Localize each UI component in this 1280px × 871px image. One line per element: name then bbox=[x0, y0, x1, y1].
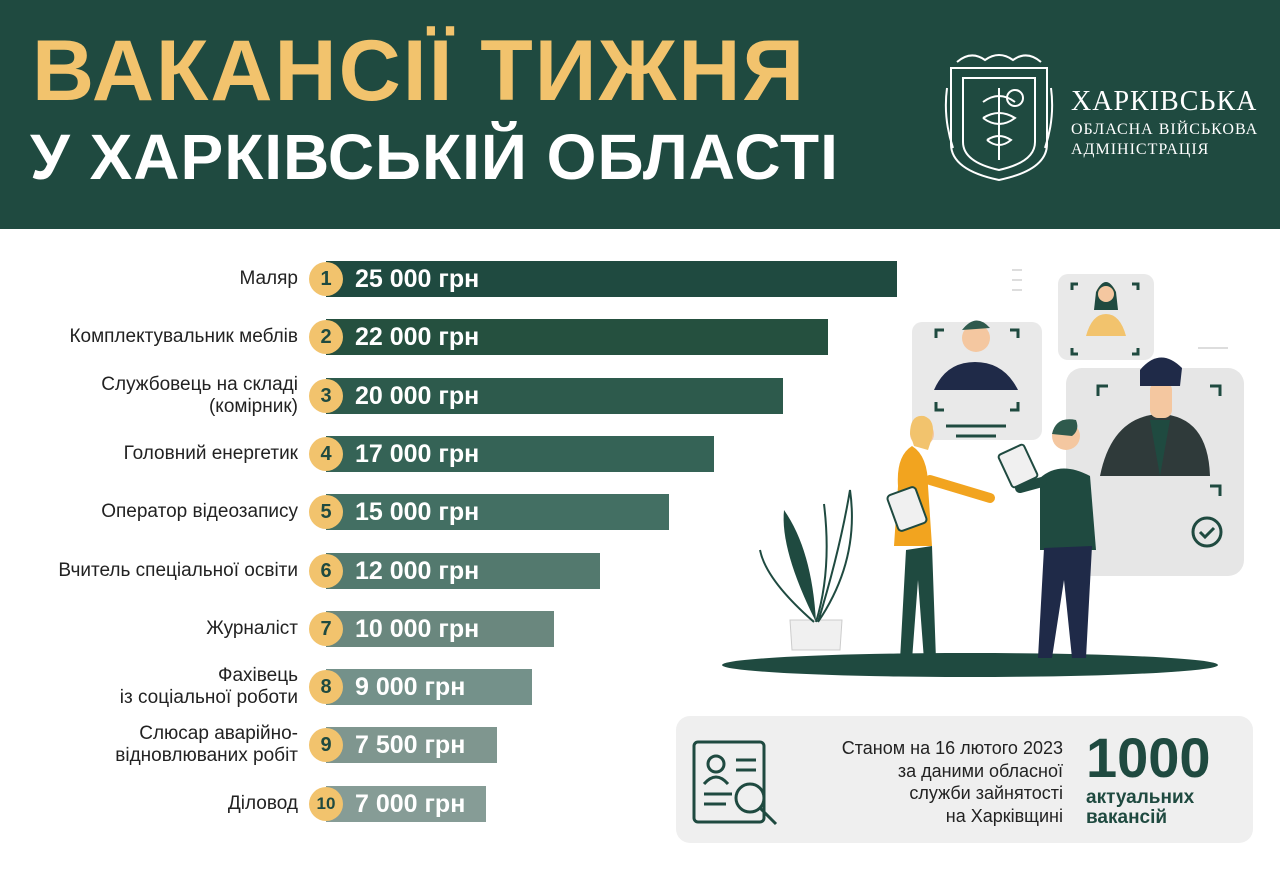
salary-value-label: 15 000 грн bbox=[355, 498, 480, 527]
rank-badge: 6 bbox=[309, 553, 343, 588]
job-title-label: Фахівець із соціальної роботи bbox=[119, 665, 298, 709]
org-name: ХАРКІВСЬКА ОБЛАСНА ВІЙСЬКОВА АДМІНІСТРАЦ… bbox=[1071, 88, 1258, 159]
salary-value-label: 10 000 грн bbox=[355, 614, 480, 643]
salary-bar bbox=[326, 377, 783, 414]
salary-bar bbox=[326, 552, 601, 589]
salary-value-label: 17 000 грн bbox=[355, 439, 480, 468]
org-name-line-1: ХАРКІВСЬКА bbox=[1071, 86, 1258, 117]
job-title-label: Маляр bbox=[239, 268, 298, 289]
chart-row: Журналіст 7 10 000 грн bbox=[0, 610, 690, 647]
rank-badge: 9 bbox=[309, 728, 343, 763]
salary-bar bbox=[326, 785, 486, 822]
recruitment-illustration bbox=[722, 269, 1244, 677]
salary-value-label: 9 000 грн bbox=[355, 673, 466, 702]
salary-bar bbox=[326, 435, 715, 472]
chart-row: Оператор відеозапису 5 15 000 грн bbox=[0, 494, 690, 531]
vacancy-count: 1000 bbox=[1086, 726, 1211, 789]
chart-row: Службовець на складі (комірник) 3 20 000 гр… bbox=[0, 374, 783, 417]
chart-row: Комплектувальник меблів 2 22 000 грн bbox=[0, 319, 829, 356]
vacancy-count-label: актуальних вакансій bbox=[1086, 788, 1194, 828]
rank-badge: 5 bbox=[309, 495, 343, 530]
salary-value-label: 7 500 грн bbox=[355, 731, 466, 760]
salary-bar-chart: Маляр 1 25 000 грн Комплектувальник меблів 2… bbox=[0, 229, 897, 871]
vacancy-count-label-line-2: вакансій bbox=[1086, 807, 1168, 828]
info-line-4: на Харківщині bbox=[945, 805, 1063, 826]
job-title-label: Оператор відеозапису bbox=[101, 501, 298, 523]
header-banner: ВАКАНСІЇ ТИЖНЯ У ХАРКІВСЬКІЙ ОБЛАСТІ ХАР… bbox=[0, 0, 1280, 229]
salary-bar bbox=[326, 261, 897, 297]
rank-badge: 8 bbox=[309, 670, 343, 705]
org-name-line-2: ОБЛАСНА ВІЙСЬКОВА bbox=[1071, 121, 1259, 138]
job-title-label: Слюсар аварійно-відновлюваних робіт bbox=[115, 723, 298, 767]
salary-value-label: 22 000 грн bbox=[355, 323, 480, 352]
salary-bar bbox=[326, 494, 669, 531]
salary-value-label: 25 000 грн bbox=[355, 265, 480, 293]
info-line-3: служби зайнятості bbox=[909, 783, 1063, 803]
job-title-label: Діловод bbox=[227, 792, 298, 814]
chart-row: Головний енергетик 4 17 000 грн bbox=[0, 435, 715, 472]
salary-value-label: 7 000 грн bbox=[355, 789, 466, 818]
chart-row: Слюсар аварійно-відновлюваних робіт 9 7 50… bbox=[0, 723, 690, 766]
title-line-2: У ХАРКІВСЬКІЙ ОБЛАСТІ bbox=[30, 121, 839, 193]
chart-row: Діловод 10 7 000 грн bbox=[0, 785, 690, 822]
rank-badge: 7 bbox=[309, 611, 343, 646]
chart-row: Маляр 1 25 000 грн bbox=[0, 261, 897, 297]
job-title-label: Журналіст bbox=[206, 617, 298, 639]
salary-bar bbox=[326, 319, 829, 356]
rank-badge: 4 bbox=[309, 436, 343, 471]
info-line-1: Станом на 16 лютого 2023 bbox=[841, 738, 1063, 758]
info-line-2: за даними обласної bbox=[897, 760, 1063, 781]
rank-badge: 2 bbox=[309, 320, 343, 355]
chart-row: Вчитель спеціальної освіти 6 12 000 грн bbox=[0, 552, 690, 589]
salary-bar bbox=[326, 669, 532, 706]
vacancy-count-label-line-1: актуальних bbox=[1086, 787, 1195, 808]
kharkiv-coat-of-arms-icon bbox=[944, 54, 1054, 182]
info-text: Станом на 16 лютого 2023 за даними облас… bbox=[842, 737, 1063, 827]
rank-badge: 1 bbox=[309, 262, 343, 296]
salary-bar bbox=[326, 727, 498, 764]
job-title-label: Комплектувальник меблів bbox=[69, 326, 298, 348]
info-panel: Станом на 16 лютого 2023 за даними облас… bbox=[676, 716, 1253, 843]
org-name-line-3: АДМІНІСТРАЦІЯ bbox=[1071, 141, 1210, 158]
resume-search-icon bbox=[692, 740, 778, 826]
salary-value-label: 12 000 грн bbox=[355, 556, 480, 585]
job-title-label: Службовець на складі (комірник) bbox=[101, 373, 298, 417]
salary-value-label: 20 000 грн bbox=[355, 381, 480, 410]
job-title-label: Головний енергетик bbox=[123, 442, 298, 464]
rank-badge: 10 bbox=[309, 786, 343, 821]
job-title-label: Вчитель спеціальної освіти bbox=[58, 559, 298, 581]
title-line-1: ВАКАНСІЇ ТИЖНЯ bbox=[32, 23, 807, 119]
salary-bar bbox=[326, 610, 555, 647]
chart-row: Фахівець із соціальної роботи 8 9 000 грн bbox=[0, 665, 690, 708]
rank-badge: 3 bbox=[309, 378, 343, 413]
